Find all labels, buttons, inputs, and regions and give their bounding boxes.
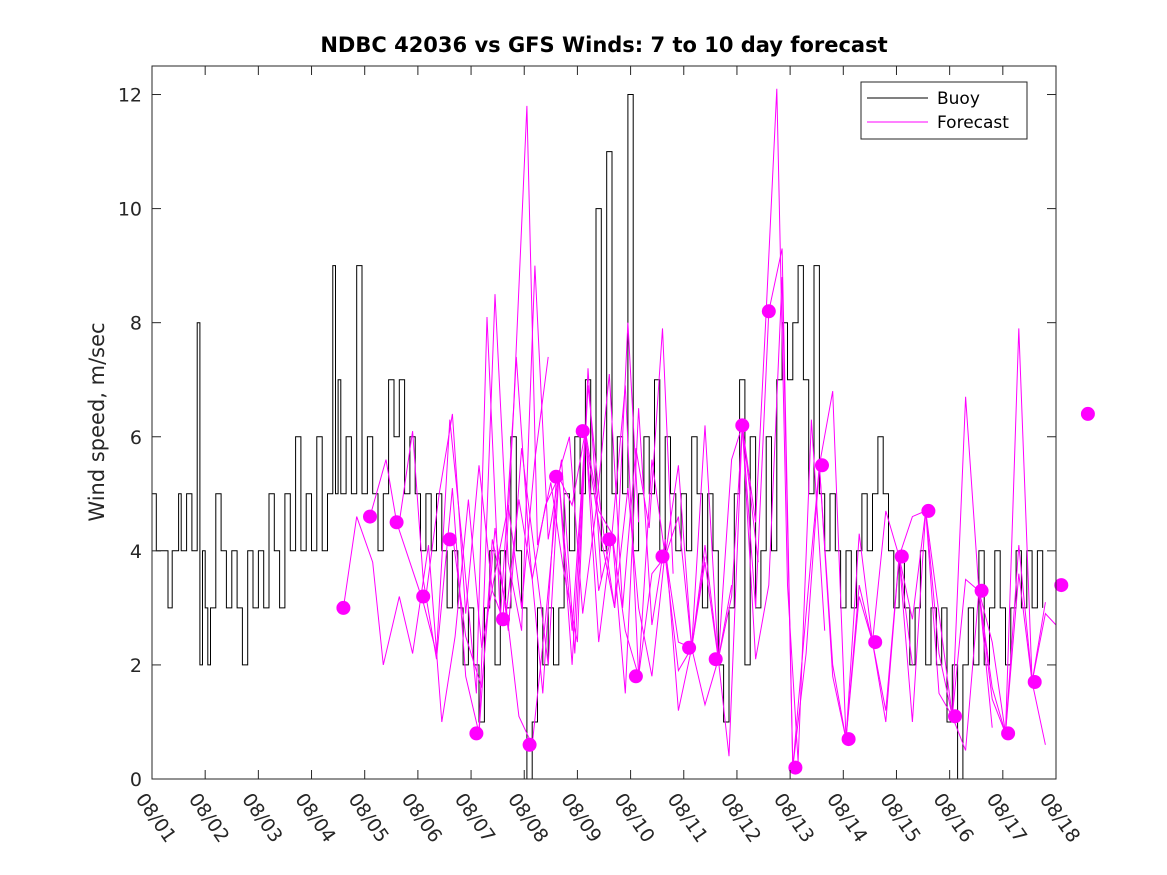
forecast-marker [1054,578,1069,593]
forecast-series-line [369,105,602,694]
forecast-marker [921,503,936,518]
forecast-marker [522,737,537,752]
forecast-marker [1080,406,1095,421]
forecast-marker [761,304,776,319]
forecast-marker [815,458,829,473]
forecast-marker [788,760,803,775]
forecast-marker [628,669,643,684]
forecast-marker [496,612,510,627]
axes-box [151,65,1057,780]
y-tick-label: 12 [118,85,142,107]
legend-buoy-label: Buoy [937,89,980,109]
forecast-marker [416,589,431,604]
forecast-marker [735,418,750,433]
forecast-marker [363,509,377,524]
forecast-marker [469,726,484,741]
y-axis-label: Wind speed, m/sec [85,322,109,521]
plot-area [152,66,1056,779]
forecast-series-line [978,573,1046,745]
y-tick-label: 8 [130,313,142,335]
y-tick-label: 4 [130,541,142,563]
y-axis-ticks: 0 2 4 6 8 10 12 [118,85,1056,791]
forecast-marker [336,600,351,615]
forecast-marker [841,732,856,747]
forecast-series-line [342,356,549,723]
legend-forecast-label: Forecast [937,113,1009,133]
forecast-marker [974,583,989,598]
forecast-series-line [398,265,640,734]
forecast-marker [549,469,564,484]
legend-box [860,81,1028,140]
y-tick-label: 6 [130,427,142,449]
forecast-marker [575,424,590,439]
y-tick-label: 10 [118,199,142,221]
legend: Buoy Forecast [860,81,1028,140]
y-tick-label: 0 [130,769,142,791]
y-tick-label: 2 [130,655,142,677]
forecast-series-line [898,328,1046,751]
forecast-marker [682,640,697,655]
forecast-marker [868,635,883,650]
forecast-marker [708,652,723,667]
forecast-marker [1027,675,1042,689]
forecast-marker [948,709,962,724]
forecast-marker [1001,726,1016,741]
forecast-marker-layer [336,304,1095,775]
plot-content [152,88,1095,780]
forecast-marker [389,515,404,530]
forecast-series-line [584,88,826,762]
forecast-series-line [478,425,733,747]
forecast-marker [442,532,457,547]
forecast-marker [602,532,617,547]
forecast-marker [655,549,670,564]
forecast-series-line [818,465,1057,740]
chart-title: NDBC 42036 vs GFS Winds: 7 to 10 day for… [320,33,887,57]
forecast-marker [894,549,909,564]
forecast-series-line [425,328,674,694]
